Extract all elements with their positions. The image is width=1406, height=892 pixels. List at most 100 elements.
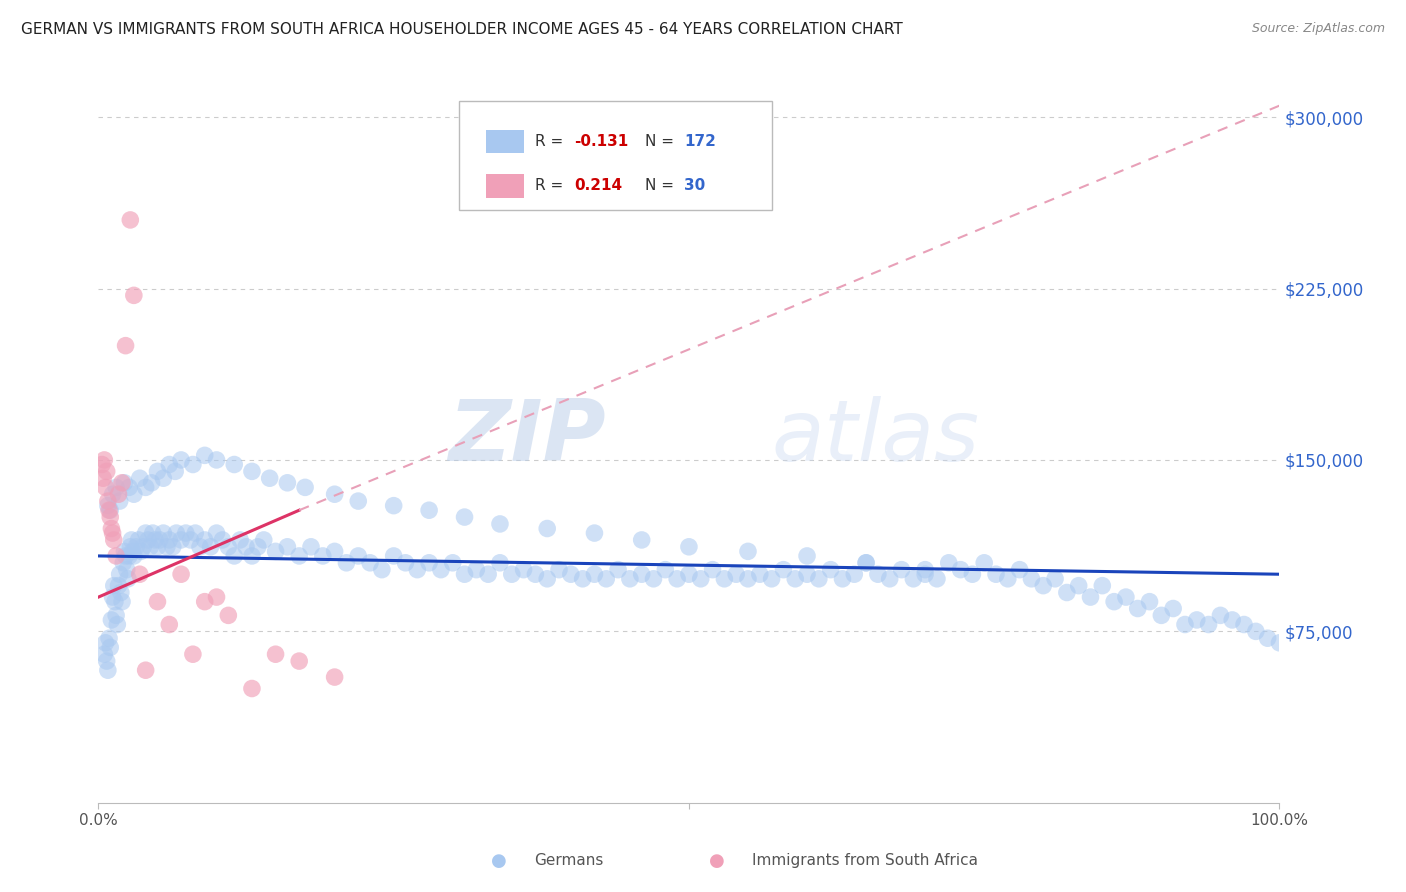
Point bbox=[583, 526, 606, 541]
Point bbox=[205, 453, 228, 467]
Point bbox=[973, 556, 995, 570]
Point bbox=[135, 663, 157, 677]
Point bbox=[276, 475, 298, 490]
Point bbox=[110, 585, 132, 599]
Point bbox=[1126, 601, 1149, 615]
Point bbox=[101, 526, 124, 541]
Point bbox=[120, 540, 142, 554]
Point bbox=[323, 487, 346, 501]
Point bbox=[98, 510, 121, 524]
Point bbox=[105, 608, 128, 623]
Point bbox=[136, 533, 159, 547]
Point bbox=[129, 544, 152, 558]
Point bbox=[246, 540, 269, 554]
Point bbox=[1102, 594, 1125, 608]
Point bbox=[371, 563, 394, 577]
Point bbox=[831, 572, 853, 586]
Point bbox=[560, 567, 582, 582]
Point bbox=[135, 480, 157, 494]
Point bbox=[844, 567, 866, 582]
Point bbox=[240, 464, 263, 478]
Point bbox=[1139, 594, 1161, 608]
Point bbox=[97, 494, 120, 508]
Point bbox=[180, 533, 202, 547]
Point bbox=[96, 654, 118, 668]
Point bbox=[288, 654, 311, 668]
Point bbox=[100, 521, 122, 535]
Point bbox=[1008, 563, 1031, 577]
Text: Germans: Germans bbox=[534, 854, 603, 868]
Point bbox=[643, 572, 665, 586]
FancyBboxPatch shape bbox=[486, 129, 523, 153]
Point bbox=[772, 563, 794, 577]
Text: 172: 172 bbox=[685, 134, 716, 149]
Point bbox=[97, 663, 120, 677]
Point bbox=[156, 540, 179, 554]
Point bbox=[418, 556, 440, 570]
Point bbox=[170, 533, 193, 547]
Point bbox=[125, 540, 148, 554]
Point bbox=[217, 608, 239, 623]
Point bbox=[548, 563, 571, 577]
Point bbox=[120, 213, 142, 227]
Point bbox=[162, 540, 184, 554]
Point bbox=[235, 540, 257, 554]
Point bbox=[107, 579, 129, 593]
Point bbox=[107, 487, 129, 501]
Point bbox=[121, 533, 143, 547]
Point bbox=[146, 540, 169, 554]
Point bbox=[122, 549, 145, 563]
Point bbox=[211, 533, 233, 547]
Point bbox=[174, 526, 197, 541]
Point bbox=[103, 533, 125, 547]
Point bbox=[914, 567, 936, 582]
Point bbox=[1091, 579, 1114, 593]
Point bbox=[118, 480, 141, 494]
Point bbox=[98, 632, 121, 646]
Point bbox=[796, 549, 818, 563]
Point bbox=[157, 533, 180, 547]
Point bbox=[157, 458, 180, 472]
Point bbox=[141, 475, 163, 490]
Point bbox=[925, 572, 948, 586]
Point bbox=[879, 572, 901, 586]
Point bbox=[914, 563, 936, 577]
Text: N =: N = bbox=[645, 178, 679, 194]
Point bbox=[807, 572, 830, 586]
Point bbox=[890, 563, 912, 577]
Point bbox=[1244, 624, 1267, 639]
Point bbox=[1268, 636, 1291, 650]
Text: ZIP: ZIP bbox=[449, 395, 606, 479]
Point bbox=[111, 475, 134, 490]
Point bbox=[725, 567, 748, 582]
Point bbox=[595, 572, 617, 586]
Point bbox=[1161, 601, 1184, 615]
Point bbox=[98, 503, 121, 517]
Point bbox=[118, 549, 141, 563]
Point bbox=[181, 458, 204, 472]
Text: ●: ● bbox=[709, 852, 725, 870]
Point bbox=[1021, 572, 1043, 586]
Text: atlas: atlas bbox=[772, 395, 980, 479]
Point bbox=[441, 556, 464, 570]
Point bbox=[938, 556, 960, 570]
Point bbox=[149, 533, 172, 547]
Point bbox=[1209, 608, 1232, 623]
Point bbox=[619, 572, 641, 586]
Point bbox=[101, 487, 124, 501]
Point bbox=[98, 503, 121, 517]
Point bbox=[111, 594, 134, 608]
Point bbox=[152, 526, 174, 541]
Point bbox=[112, 475, 135, 490]
Point bbox=[796, 567, 818, 582]
Point bbox=[702, 563, 724, 577]
Point bbox=[997, 572, 1019, 586]
Point bbox=[524, 567, 547, 582]
FancyBboxPatch shape bbox=[458, 101, 772, 211]
Point bbox=[630, 567, 652, 582]
Point bbox=[406, 563, 429, 577]
Point bbox=[654, 563, 676, 577]
Point bbox=[453, 510, 475, 524]
Point bbox=[323, 670, 346, 684]
Point bbox=[1080, 590, 1102, 604]
